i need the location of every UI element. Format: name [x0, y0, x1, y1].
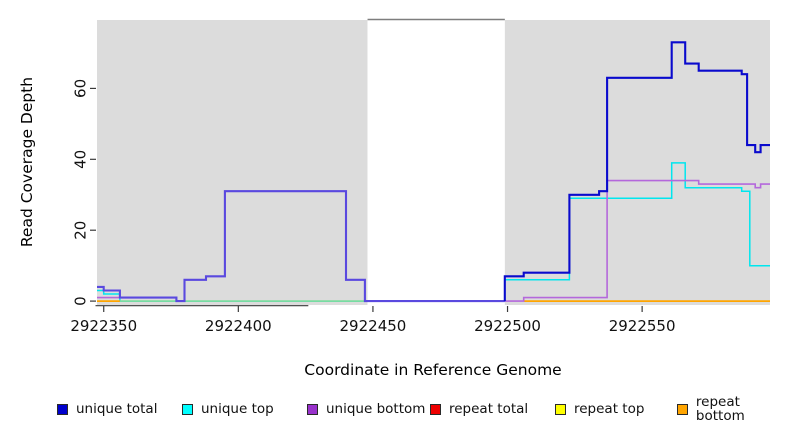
x-tick-label: 2922350 — [70, 317, 137, 335]
series-unique_top-line — [97, 162, 770, 302]
x-tick-label: 2922400 — [205, 317, 272, 335]
plot-panel-right — [504, 20, 770, 305]
gap-region — [367, 20, 505, 305]
y-tick-label: 40 — [72, 150, 90, 169]
x-axis-title: Coordinate in Reference Genome — [304, 361, 562, 379]
y-tick-label: 20 — [72, 221, 90, 240]
series-unique_total-line — [97, 190, 505, 303]
x-tick-label: 2922500 — [474, 317, 541, 335]
series-unique_total-line — [503, 41, 770, 302]
y-axis-title: Read Coverage Depth — [18, 76, 36, 248]
y-tick-label: 60 — [72, 79, 90, 98]
plot-panel-left — [97, 20, 368, 305]
x-tick-label: 2922450 — [340, 317, 407, 335]
x-tick-label: 2922550 — [609, 317, 676, 335]
y-tick-label: 0 — [72, 296, 90, 306]
